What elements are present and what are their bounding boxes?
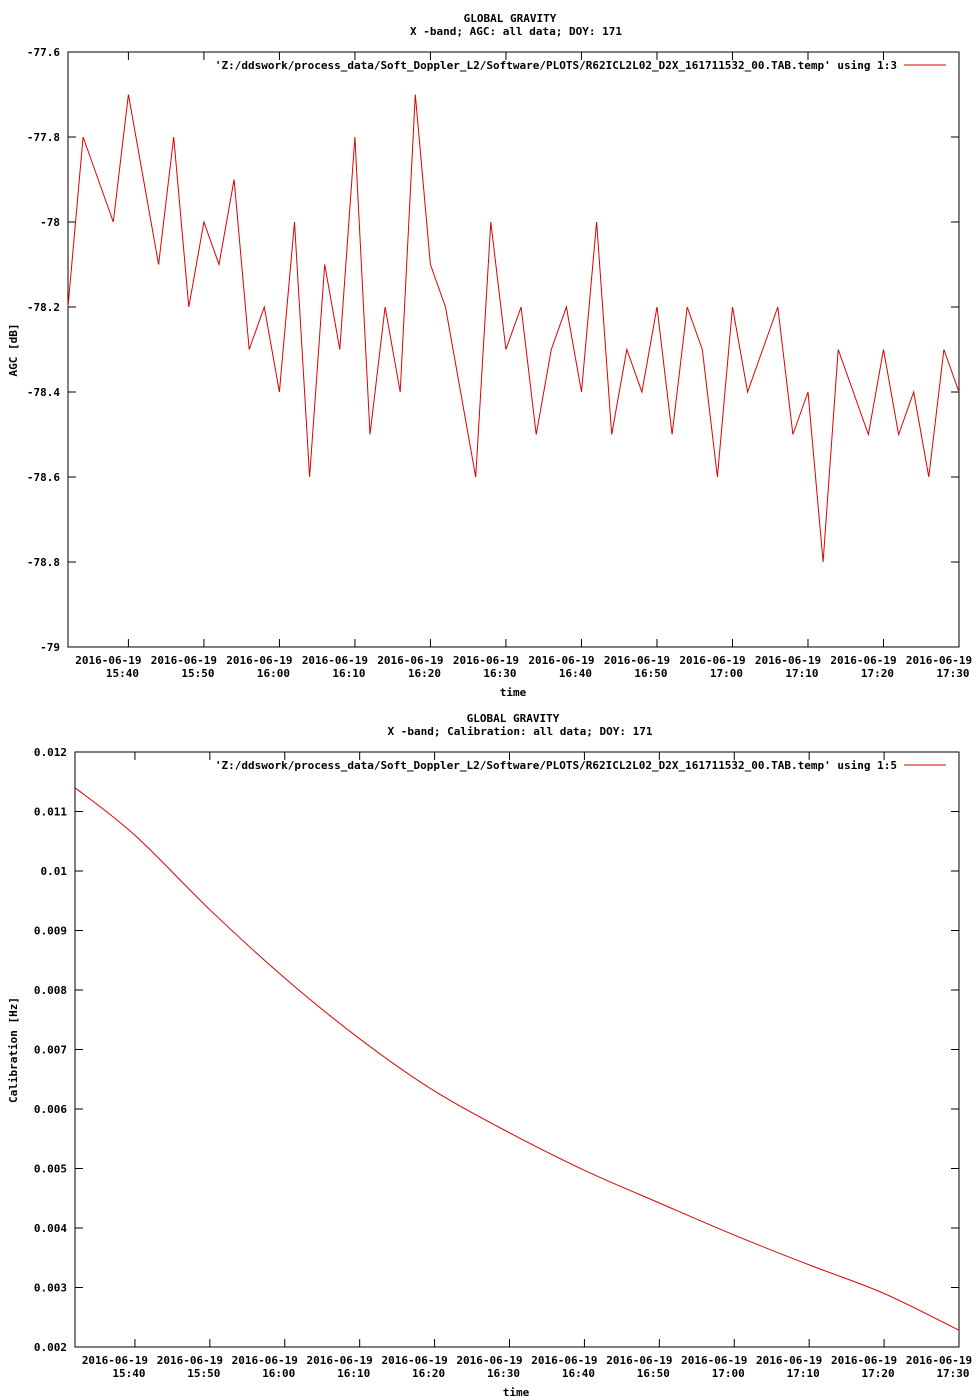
chart2-x-tick-time: 15:40 — [112, 1367, 145, 1380]
chart2-x-tick-time: 16:30 — [487, 1367, 520, 1380]
chart2-x-tick-date: 2016-06-19 — [82, 1354, 148, 1367]
chart2-y-tick-label: 0.007 — [34, 1044, 67, 1057]
chart2-x-tick-time: 15:50 — [187, 1367, 220, 1380]
chart1-y-tick-label: -78.8 — [27, 556, 60, 569]
chart2-x-tick-time: 16:20 — [412, 1367, 445, 1380]
chart2-x-tick-date: 2016-06-19 — [606, 1354, 672, 1367]
chart2-title: GLOBAL GRAVITY — [467, 712, 560, 725]
chart2-legend-label: 'Z:/ddswork/process_data/Soft_Doppler_L2… — [215, 759, 897, 772]
chart2-y-tick-label: 0.012 — [34, 746, 67, 759]
agc-chart: GLOBAL GRAVITY X -band; AGC: all data; D… — [7, 12, 972, 699]
chart1-x-tick-time: 15:40 — [106, 667, 139, 680]
chart2-y-ticks: 0.012 0.011 0.01 0.009 0.008 0.007 0.006 0.005 0… — [34, 746, 959, 1354]
chart2-plot-frame — [74, 751, 960, 1348]
chart2-x-tick-time: 16:40 — [562, 1367, 595, 1380]
chart1-y-tick-label: -77.6 — [27, 46, 60, 59]
chart2-x-tick-date: 2016-06-19 — [381, 1354, 447, 1367]
chart1-title: GLOBAL GRAVITY — [464, 12, 557, 25]
chart2-x-tick-date: 2016-06-19 — [756, 1354, 822, 1367]
chart2-x-tick-time: 17:00 — [712, 1367, 745, 1380]
chart2-x-tick-date: 2016-06-19 — [232, 1354, 298, 1367]
chart2-y-axis-label: Calibration [Hz] — [7, 997, 20, 1103]
chart2-series-line — [74, 787, 960, 1331]
chart1-x-tick-time: 16:50 — [634, 667, 667, 680]
chart2-y-tick-label: 0.011 — [34, 806, 67, 819]
chart2-y-tick-label: 0.009 — [34, 925, 67, 938]
chart1-x-tick-date: 2016-06-19 — [226, 654, 292, 667]
chart1-subtitle: X -band; AGC: all data; DOY: 171 — [410, 25, 622, 38]
chart1-legend-label: 'Z:/ddswork/process_data/Soft_Doppler_L2… — [215, 59, 897, 72]
chart2-x-tick-date: 2016-06-19 — [456, 1354, 522, 1367]
chart1-x-tick-date: 2016-06-19 — [755, 654, 821, 667]
chart1-y-tick-label: -78.2 — [27, 301, 60, 314]
chart2-y-tick-label: 0.005 — [34, 1163, 67, 1176]
chart2-x-tick-time: 17:10 — [787, 1367, 820, 1380]
chart1-x-tick-date: 2016-06-19 — [528, 654, 594, 667]
chart2-x-axis-label: time — [503, 1386, 530, 1399]
chart1-x-tick-time: 16:00 — [257, 667, 290, 680]
chart1-y-axis-label: AGC [dB] — [7, 324, 20, 377]
chart1-x-tick-date: 2016-06-19 — [906, 654, 972, 667]
chart2-x-tick-time: 17:20 — [862, 1367, 895, 1380]
chart2-x-tick-date: 2016-06-19 — [681, 1354, 747, 1367]
chart2-y-tick-label: 0.004 — [34, 1222, 67, 1235]
chart1-x-tick-time: 16:10 — [332, 667, 365, 680]
chart2-x-ticks: 2016-06-1915:402016-06-1915:502016-06-19… — [82, 752, 972, 1380]
chart2-x-tick-time: 16:10 — [337, 1367, 370, 1380]
chart1-x-ticks: 2016-06-1915:402016-06-1915:502016-06-19… — [75, 52, 972, 680]
chart1-x-tick-date: 2016-06-19 — [75, 654, 141, 667]
chart1-x-tick-time: 16:20 — [408, 667, 441, 680]
chart1-plot-frame — [67, 51, 960, 648]
chart1-y-ticks: -77.6 -77.8 -78 -78.2 -78.4 -78.6 -78.8 -79 — [27, 46, 959, 654]
chart1-x-tick-date: 2016-06-19 — [377, 654, 443, 667]
chart2-y-tick-label: 0.01 — [41, 865, 68, 878]
chart2-x-tick-date: 2016-06-19 — [307, 1354, 373, 1367]
chart2-y-tick-label: 0.006 — [34, 1103, 67, 1116]
chart1-x-axis-label: time — [500, 686, 527, 699]
chart1-x-tick-date: 2016-06-19 — [151, 654, 217, 667]
chart2-x-tick-time: 16:50 — [637, 1367, 670, 1380]
chart2-x-tick-time: 17:30 — [936, 1367, 969, 1380]
chart1-x-tick-date: 2016-06-19 — [302, 654, 368, 667]
chart2-x-tick-date: 2016-06-19 — [531, 1354, 597, 1367]
chart1-x-tick-date: 2016-06-19 — [604, 654, 670, 667]
chart1-y-tick-label: -78.4 — [27, 386, 60, 399]
chart1-x-tick-time: 17:30 — [936, 667, 969, 680]
chart2-subtitle: X -band; Calibration: all data; DOY: 171 — [388, 725, 653, 738]
chart1-x-tick-date: 2016-06-19 — [453, 654, 519, 667]
chart1-x-tick-time: 17:00 — [710, 667, 743, 680]
chart1-series-line — [67, 94, 960, 563]
chart2-y-tick-label: 0.003 — [34, 1282, 67, 1295]
chart1-y-tick-label: -79 — [40, 641, 60, 654]
chart2-y-tick-label: 0.008 — [34, 984, 67, 997]
chart2-x-tick-date: 2016-06-19 — [831, 1354, 897, 1367]
chart1-y-tick-label: -78.6 — [27, 471, 60, 484]
chart1-x-tick-time: 17:10 — [785, 667, 818, 680]
chart1-y-tick-label: -78 — [40, 216, 60, 229]
chart1-x-tick-time: 16:40 — [559, 667, 592, 680]
chart1-x-tick-date: 2016-06-19 — [830, 654, 896, 667]
chart1-x-tick-date: 2016-06-19 — [679, 654, 745, 667]
chart2-x-tick-date: 2016-06-19 — [906, 1354, 972, 1367]
calibration-chart: GLOBAL GRAVITY X -band; Calibration: all… — [7, 712, 972, 1399]
chart1-x-tick-time: 17:20 — [861, 667, 894, 680]
chart2-y-tick-label: 0.002 — [34, 1341, 67, 1354]
chart2-x-tick-date: 2016-06-19 — [157, 1354, 223, 1367]
chart1-x-tick-time: 16:30 — [483, 667, 516, 680]
chart1-y-tick-label: -77.8 — [27, 131, 60, 144]
chart2-x-tick-time: 16:00 — [262, 1367, 295, 1380]
chart1-x-tick-time: 15:50 — [181, 667, 214, 680]
